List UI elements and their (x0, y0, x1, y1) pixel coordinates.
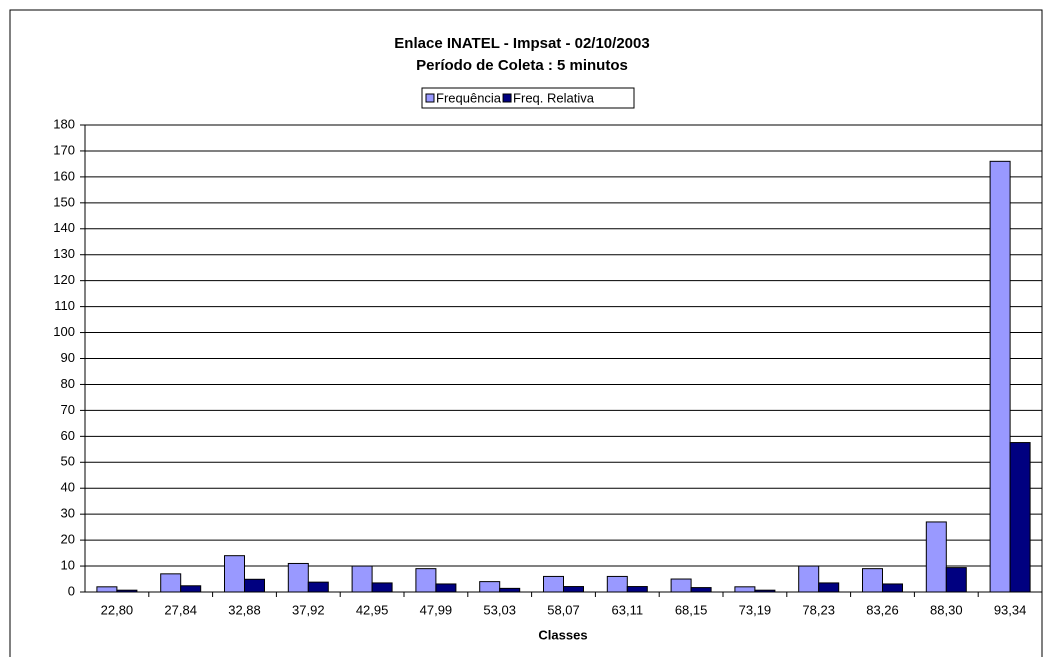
bar (670, 578, 692, 593)
x-axis-label: Classes (538, 627, 587, 642)
y-tick-label: 20 (61, 532, 75, 547)
x-tick-label: 22,80 (101, 602, 134, 617)
bar (626, 586, 648, 593)
bar (818, 582, 840, 593)
x-tick-label: 88,30 (930, 602, 963, 617)
x-tick-label: 53,03 (483, 602, 516, 617)
chart-title: Enlace INATEL - Impsat - 02/10/2003 (394, 35, 649, 52)
bar (754, 589, 776, 593)
y-tick-label: 120 (53, 272, 75, 287)
y-tick-label: 80 (61, 376, 75, 391)
x-tick-label: 63,11 (612, 602, 644, 617)
legend-box (421, 87, 635, 109)
bar (307, 581, 329, 593)
y-tick-label: 130 (53, 246, 75, 261)
bar (224, 555, 245, 593)
bar (606, 575, 628, 593)
y-tick-label: 10 (61, 557, 75, 572)
x-tick-label: 73,19 (739, 602, 772, 617)
y-tick-label: 30 (61, 506, 75, 521)
bar (160, 573, 182, 593)
y-tick-label: 170 (53, 142, 75, 157)
x-tick-label: 68,15 (675, 602, 708, 617)
bar (925, 521, 947, 593)
x-tick-label: 93,34 (994, 602, 1027, 617)
bar (244, 578, 265, 593)
x-tick-label: 27,84 (164, 602, 197, 617)
bar (734, 586, 756, 593)
x-tick-label: 37,92 (292, 602, 325, 617)
legend-label: Freq. Relativa (513, 90, 595, 105)
legend-label: Frequência (436, 90, 502, 105)
y-tick-label: 90 (61, 350, 75, 365)
y-tick-label: 140 (53, 220, 75, 235)
bar (435, 583, 457, 593)
x-tick-label: 42,95 (356, 602, 389, 617)
chart-frame (9, 9, 1043, 657)
y-tick-label: 50 (61, 454, 75, 469)
bar (945, 567, 967, 593)
bar (862, 568, 883, 593)
bar (180, 585, 202, 593)
y-tick-label: 60 (61, 428, 75, 443)
bar (882, 583, 903, 593)
bar (351, 565, 373, 593)
bar (96, 586, 118, 593)
y-tick-label: 180 (53, 116, 75, 131)
bar (287, 562, 309, 593)
y-tick-label: 150 (53, 194, 75, 209)
y-tick-label: 110 (54, 298, 75, 313)
bar (690, 587, 712, 593)
x-tick-label: 32,88 (228, 602, 261, 617)
legend-swatch (502, 93, 512, 103)
x-tick-label: 78,23 (802, 602, 835, 617)
bar (116, 589, 138, 593)
bar (371, 582, 393, 593)
bar (479, 581, 501, 593)
x-tick-label: 58,07 (547, 602, 580, 617)
y-tick-label: 40 (61, 480, 75, 495)
y-tick-label: 160 (53, 168, 75, 183)
x-tick-label: 47,99 (420, 602, 453, 617)
chart-subtitle: Período de Coleta : 5 minutos (416, 57, 628, 74)
bar (563, 586, 584, 593)
bar (989, 160, 1011, 593)
legend-swatch (425, 93, 435, 103)
bar (798, 565, 820, 593)
y-tick-label: 70 (61, 402, 75, 417)
y-tick-label: 100 (53, 324, 75, 339)
y-tick-label: 0 (68, 583, 75, 598)
bar (543, 575, 564, 593)
x-tick-label: 83,26 (866, 602, 899, 617)
bar (499, 587, 521, 593)
bar (415, 568, 437, 593)
bar (1009, 442, 1031, 593)
